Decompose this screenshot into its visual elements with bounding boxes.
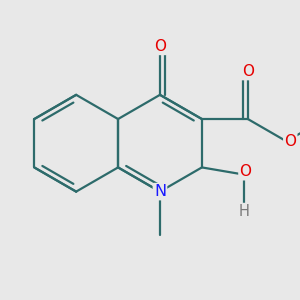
Text: O: O bbox=[239, 164, 251, 179]
Text: N: N bbox=[154, 184, 166, 199]
Text: O: O bbox=[154, 39, 166, 54]
Text: O: O bbox=[284, 134, 296, 149]
Text: H: H bbox=[239, 204, 250, 219]
Text: O: O bbox=[242, 64, 254, 79]
